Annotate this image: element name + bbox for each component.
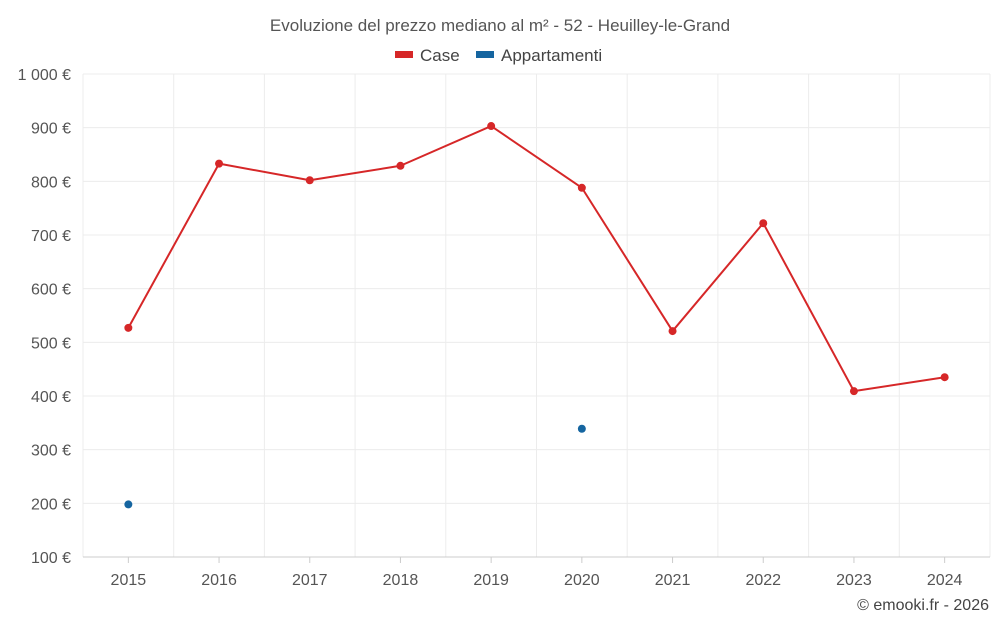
y-tick-label-7: 800 €: [31, 174, 71, 191]
credit-text: © emooki.fr - 2026: [857, 597, 989, 614]
chart-grid: [82, 73, 991, 558]
data-point-0-7[interactable]: [759, 219, 768, 228]
y-tick-label-0: 100 €: [31, 550, 71, 567]
y-tick-label-8: 900 €: [31, 121, 71, 138]
legend-swatch-0: [395, 51, 413, 58]
y-tick-label-9: 1 000 €: [18, 67, 71, 84]
x-tick-label-9: 2024: [927, 572, 963, 589]
data-point-0-3[interactable]: [396, 161, 405, 170]
chart-title: Evoluzione del prezzo mediano al m² - 52…: [270, 16, 730, 35]
data-point-0-4[interactable]: [487, 122, 496, 131]
x-tick-label-3: 2018: [383, 572, 419, 589]
data-point-0-5[interactable]: [577, 183, 586, 192]
data-point-0-8[interactable]: [849, 387, 858, 396]
y-tick-label-2: 300 €: [31, 443, 71, 460]
x-tick-label-5: 2020: [564, 572, 600, 589]
x-tick-label-0: 2015: [111, 572, 147, 589]
data-point-0-2[interactable]: [305, 176, 314, 185]
x-tick-label-8: 2023: [836, 572, 872, 589]
series-1: [124, 424, 586, 509]
data-point-0-9[interactable]: [940, 373, 949, 382]
data-point-0-1[interactable]: [215, 159, 224, 168]
series-0: [124, 122, 949, 396]
y-tick-label-6: 700 €: [31, 228, 71, 245]
x-tick-label-6: 2021: [655, 572, 691, 589]
data-point-0-6[interactable]: [668, 327, 677, 336]
data-point-1-5[interactable]: [577, 424, 586, 433]
y-tick-label-4: 500 €: [31, 335, 71, 352]
chart-legend: Case Appartamenti: [395, 46, 602, 65]
legend-label-1[interactable]: Appartamenti: [501, 46, 602, 65]
data-point-1-0[interactable]: [124, 500, 133, 509]
chart-axes: 100 € 200 € 300 € 400 € 500 € 600 € 700 € 800 €…: [18, 67, 990, 589]
legend-label-0[interactable]: Case: [420, 46, 460, 65]
legend-swatch-1: [476, 51, 494, 58]
y-tick-label-3: 400 €: [31, 389, 71, 406]
x-tick-label-4: 2019: [473, 572, 509, 589]
x-tick-label-7: 2022: [745, 572, 781, 589]
data-point-0-0[interactable]: [124, 323, 133, 332]
series-line-0: [127, 125, 945, 393]
x-tick-label-1: 2016: [201, 572, 237, 589]
y-tick-label-1: 200 €: [31, 496, 71, 513]
chart-series: [124, 122, 949, 509]
y-tick-label-5: 600 €: [31, 282, 71, 299]
x-tick-label-2: 2017: [292, 572, 328, 589]
